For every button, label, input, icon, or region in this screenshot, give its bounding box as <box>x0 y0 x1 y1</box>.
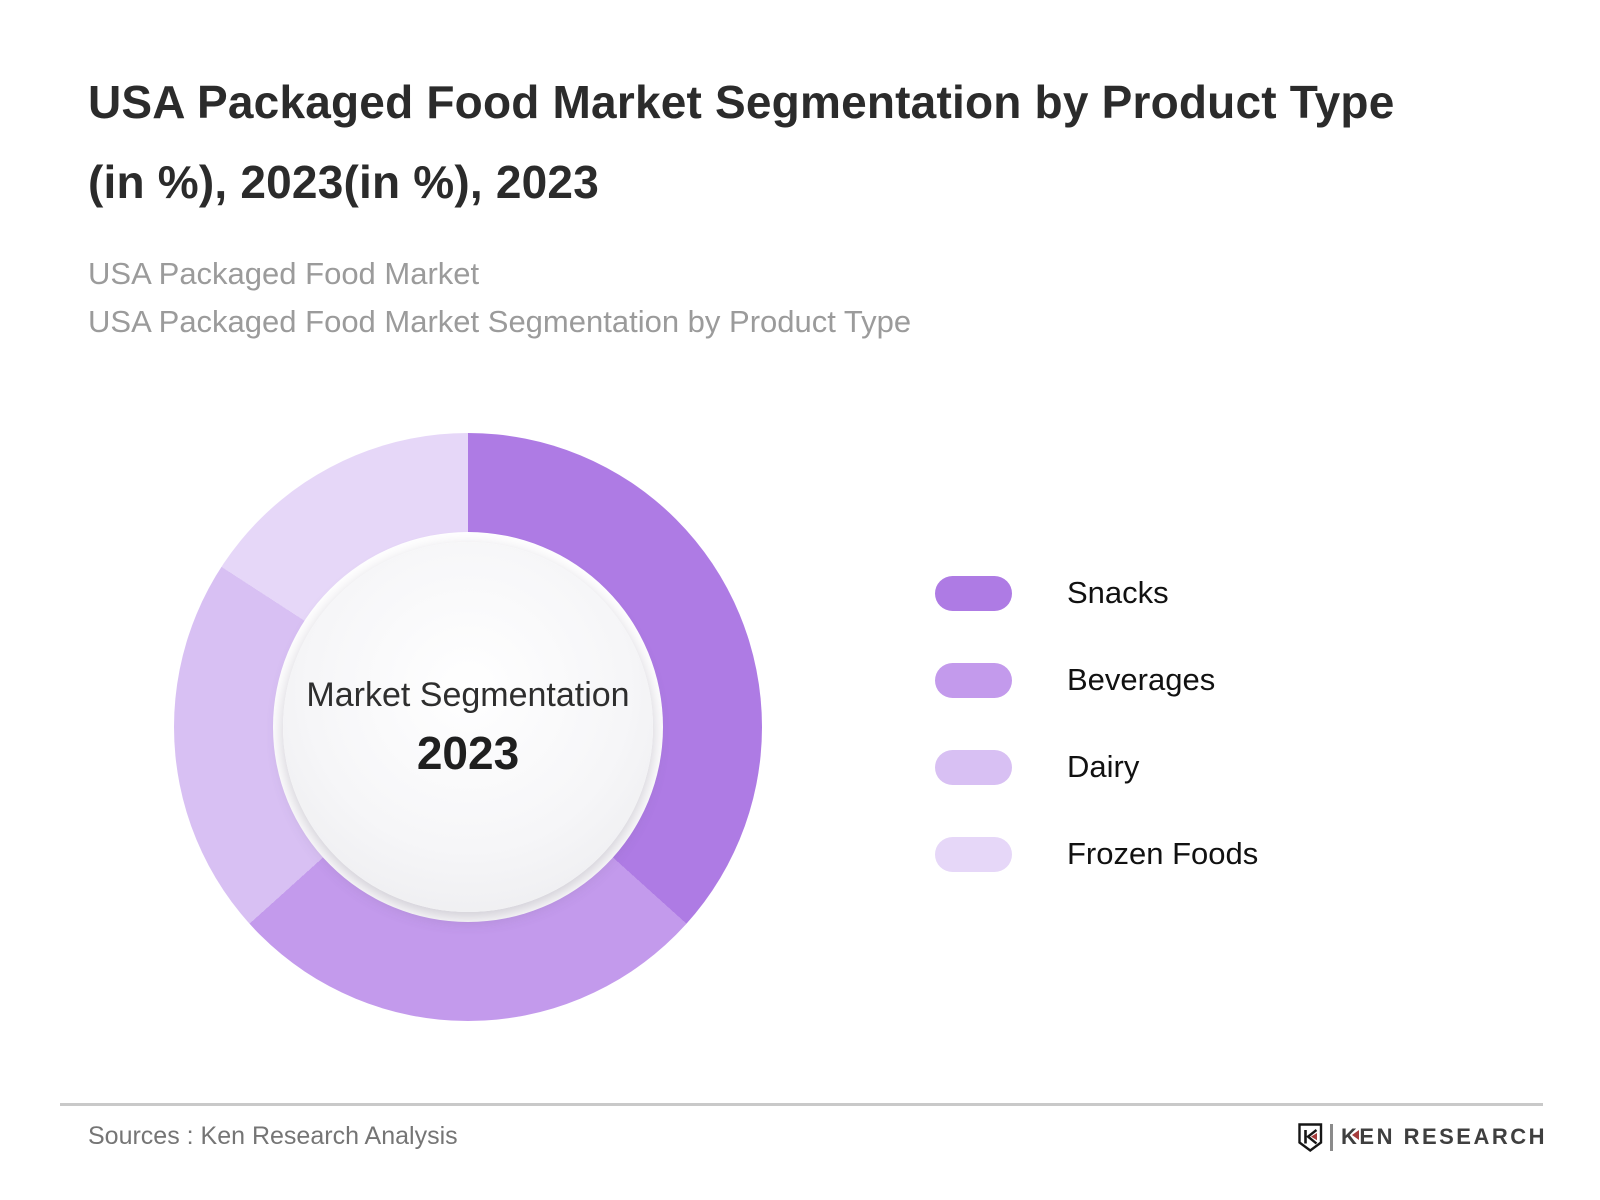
ken-research-logo: K EN RESEARCH <box>1297 1120 1547 1154</box>
legend-row-dairy: Dairy <box>935 749 1258 785</box>
legend-row-beverages: Beverages <box>935 662 1258 698</box>
legend-swatch-dairy-icon <box>935 749 1012 785</box>
legend-swatch-frozen-foods-icon <box>935 836 1012 872</box>
chart-subtitle: USA Packaged Food Market USA Packaged Fo… <box>88 250 1428 346</box>
logo-shield-icon <box>1298 1122 1323 1152</box>
legend-swatch-snacks-icon <box>935 575 1012 611</box>
logo-separator <box>1330 1123 1333 1151</box>
legend-label-snacks: Snacks <box>1067 575 1169 610</box>
legend-row-frozen-foods: Frozen Foods <box>935 836 1258 872</box>
donut-center-label: Market Segmentation <box>306 675 630 714</box>
chart-subtitle-line2: USA Packaged Food Market Segmentation by… <box>88 304 912 339</box>
logo-brand-text: K EN RESEARCH <box>1341 1124 1547 1150</box>
donut-center-disk: Market Segmentation 2023 <box>283 542 653 912</box>
legend-label-dairy: Dairy <box>1067 749 1140 784</box>
chart-title: USA Packaged Food Market Segmentation by… <box>88 76 1395 208</box>
chart-subtitle-line1: USA Packaged Food Market <box>88 256 480 291</box>
legend-label-frozen-foods: Frozen Foods <box>1067 836 1259 871</box>
sources-text: Sources : Ken Research Analysis <box>88 1122 458 1150</box>
legend-row-snacks: Snacks <box>935 575 1258 611</box>
legend-label-beverages: Beverages <box>1067 662 1216 697</box>
legend-swatch-beverages-icon <box>935 662 1012 698</box>
logo-brand-k: K <box>1341 1124 1360 1149</box>
chart-legend: Snacks Beverages Dairy Frozen Foods <box>935 575 1258 872</box>
donut-center-year: 2023 <box>416 727 520 780</box>
footer-divider <box>60 1103 1543 1106</box>
donut-chart: Market Segmentation 2023 <box>174 433 762 1021</box>
logo-brand-rest: EN RESEARCH <box>1359 1124 1548 1149</box>
